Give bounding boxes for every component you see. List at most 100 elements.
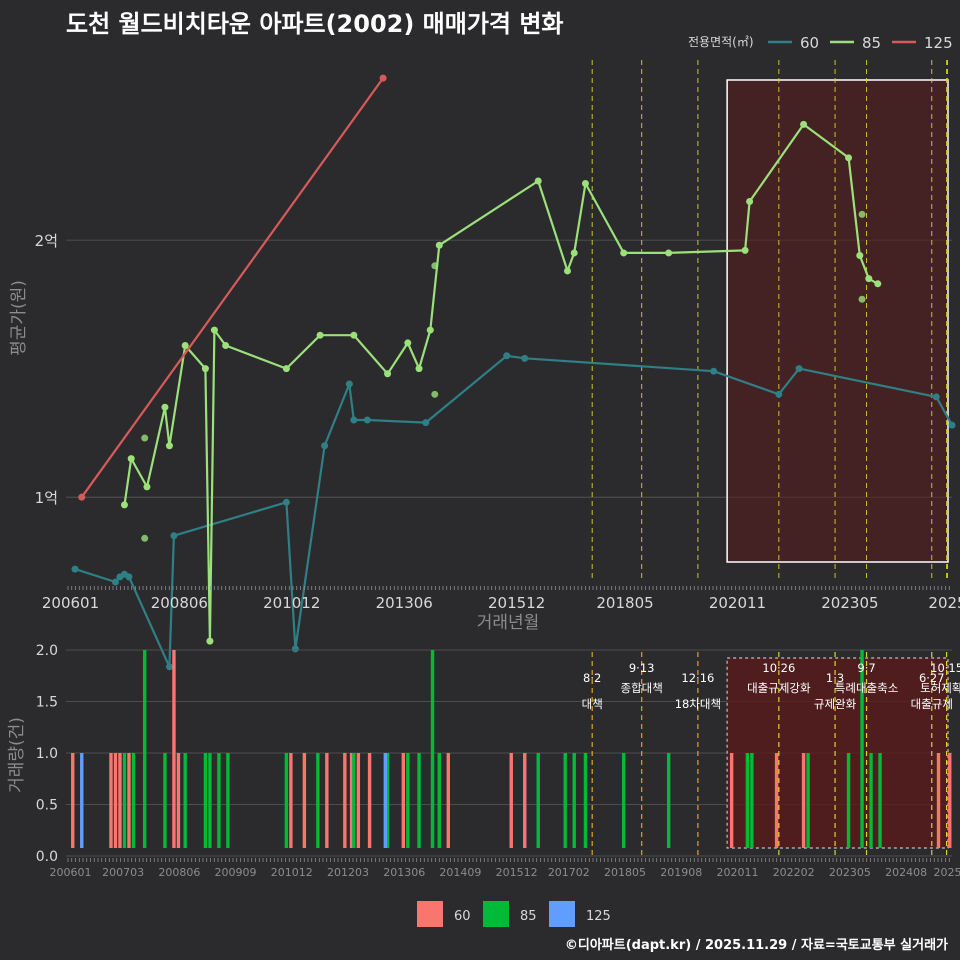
x-tick-label: 202305 [829, 866, 871, 879]
y-tick-label: 0.5 [36, 798, 58, 814]
x-tick-label: 201203 [327, 866, 369, 879]
data-point-60 [111, 578, 119, 586]
policy-date-label: 8·2 [583, 671, 601, 685]
x-tick-label: 200806 [151, 594, 208, 612]
data-point-85 [222, 341, 230, 349]
data-point-60 [948, 421, 956, 429]
chart-title: 도천 월드비치타운 아파트(2002) 매매가격 변화 [66, 10, 564, 38]
data-point-60 [165, 663, 173, 671]
y-tick-label: 0.0 [36, 849, 58, 865]
bottom-legend: 60 85 125 [417, 901, 611, 927]
x-tick-label: 201908 [660, 866, 702, 879]
bar-60 [289, 753, 293, 848]
data-point-85 [127, 455, 135, 463]
data-point-85 [570, 249, 578, 257]
bar-60 [401, 753, 406, 848]
policy-date-label: 1·3 [826, 671, 844, 685]
policy-name-label: 18차대책 [675, 697, 721, 711]
data-point-60 [345, 380, 353, 388]
policy-date-label: 9·13 [629, 661, 655, 675]
legend-label-60: 60 [454, 909, 471, 924]
data-point-60 [321, 442, 329, 450]
x-tick-label: 201012 [271, 866, 313, 879]
bar-85 [745, 753, 750, 848]
y-tick-label: 1.5 [36, 695, 58, 711]
x-tick-label: 201306 [383, 866, 425, 879]
bar-60 [176, 753, 181, 848]
data-point-60 [71, 565, 79, 573]
bar-85 [750, 753, 754, 848]
x-tick-label: 201409 [439, 866, 481, 879]
x-tick-label: 202305 [821, 594, 878, 612]
bar-125 [80, 753, 84, 848]
legend-swatch-125 [549, 901, 575, 927]
data-point-85 [165, 442, 173, 450]
bar-85 [208, 753, 212, 848]
policy-name-label: 종합대책 [621, 681, 663, 695]
data-point-60 [363, 416, 371, 424]
bar-85 [666, 753, 671, 848]
y-tick-label: 2억 [35, 232, 58, 250]
legend-label-60: 60 [800, 34, 819, 52]
bar-85 [806, 753, 810, 848]
x-tick-label: 200601 [42, 594, 99, 612]
bar-85 [217, 753, 221, 848]
price-chart: 1억 2억 200601 200806 201012 201306 201512 201805… [9, 60, 960, 671]
bar-85 [131, 753, 136, 848]
bar-60 [127, 753, 131, 848]
data-point-85 [143, 483, 151, 491]
bar-60 [113, 753, 118, 848]
policy-date-label: 10·26 [762, 661, 795, 675]
bar-85 [316, 753, 320, 848]
data-point-85 [858, 210, 866, 218]
data-point-85 [746, 198, 754, 206]
bar-85 [417, 753, 421, 848]
data-point-60 [291, 645, 299, 653]
policy-name-label: 규제완화 [814, 697, 857, 711]
source-caption: ©디아파트(dapt.kr) / 2025.11.29 / 자료=국토교통부 실… [564, 938, 948, 953]
x-tick-label: 201512 [496, 866, 538, 879]
bar-60 [172, 650, 176, 848]
bar-125 [383, 753, 388, 848]
bar-85 [203, 753, 208, 848]
legend-label-125: 125 [924, 34, 953, 52]
y-axis-title: 평균가(원) [9, 280, 29, 356]
bar-60 [367, 753, 372, 848]
data-point-85 [201, 365, 209, 373]
bar-85 [878, 753, 882, 848]
legend-label-85: 85 [862, 34, 881, 52]
bar-60 [356, 753, 361, 848]
data-point-60 [932, 393, 940, 401]
policy-name-label: 대출규제 [911, 697, 953, 711]
data-point-85 [206, 637, 214, 645]
data-point-85 [282, 365, 290, 373]
x-tick-label: 202202 [773, 866, 815, 879]
data-point-60 [775, 390, 783, 398]
x-tick-label: 201012 [263, 594, 320, 612]
bar-60 [936, 753, 941, 848]
bar-60 [349, 753, 354, 848]
x-tick-label: 201805 [604, 866, 646, 879]
data-point-85 [874, 280, 882, 288]
x-tick-label: 202408 [885, 866, 927, 879]
bar-60 [302, 753, 307, 848]
bar-85 [385, 753, 390, 848]
data-point-85 [435, 241, 443, 249]
data-point-125 [78, 493, 86, 501]
policy-name-label: 토허제확대 [920, 681, 960, 695]
data-point-85 [181, 341, 189, 349]
data-point-85 [415, 365, 423, 373]
bar-60 [801, 753, 806, 848]
data-point-85 [865, 275, 873, 283]
bar-85 [143, 650, 147, 848]
data-point-85 [350, 331, 358, 339]
data-point-85 [161, 403, 169, 411]
bar-85 [163, 753, 167, 848]
x-tick-label: 201306 [376, 594, 433, 612]
data-point-85 [316, 331, 324, 339]
highlight-period-box [726, 657, 949, 849]
data-point-60 [350, 416, 358, 424]
data-point-60 [795, 365, 803, 373]
bar-60 [446, 753, 450, 848]
